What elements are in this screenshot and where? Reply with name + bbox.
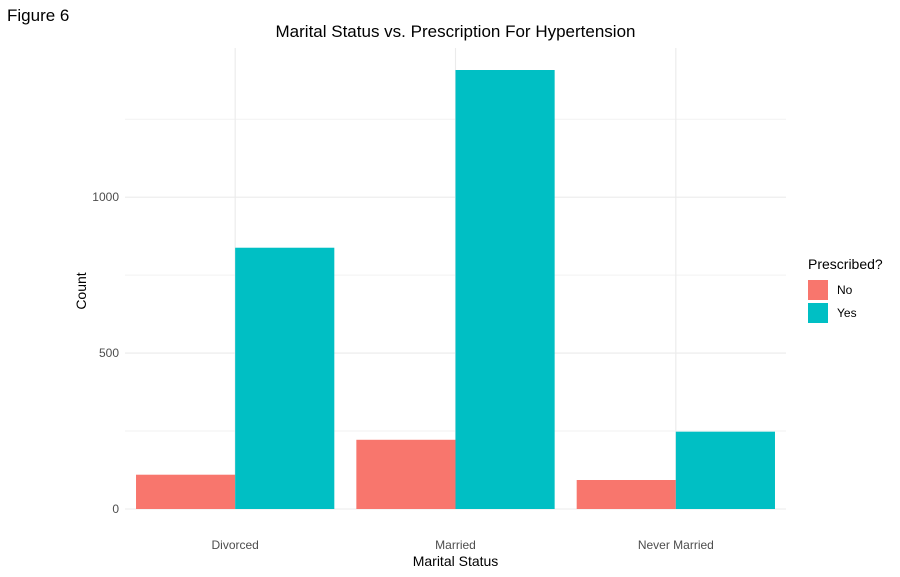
- bar-yes-married: [455, 70, 555, 509]
- bar-no-never-married: [576, 480, 676, 509]
- chart-title: Marital Status vs. Prescription For Hype…: [275, 22, 636, 41]
- legend-item-no: No: [808, 278, 883, 301]
- bar-yes-divorced: [235, 247, 335, 510]
- y-axis-label: Count: [73, 272, 89, 310]
- x-axis-label: Marital Status: [412, 553, 499, 569]
- x-tick-label: Divorced: [211, 538, 258, 552]
- x-tick-label: Married: [435, 538, 476, 552]
- legend-key-yes: [808, 302, 828, 323]
- legend-label-no: No: [837, 282, 853, 297]
- legend: Prescribed? No Yes: [808, 256, 883, 324]
- legend-item-yes: Yes: [808, 301, 883, 324]
- legend-key-no: [808, 279, 828, 300]
- y-tick-label: 1000: [92, 190, 119, 204]
- legend-label-yes: Yes: [837, 305, 857, 320]
- y-tick-label: 0: [112, 502, 119, 516]
- bar-no-divorced: [136, 474, 236, 509]
- legend-title: Prescribed?: [808, 256, 883, 272]
- bar-yes-never-married: [675, 431, 775, 509]
- figure-label: Figure 6: [7, 6, 70, 25]
- bar-no-married: [356, 439, 456, 509]
- x-tick-label: Never Married: [638, 538, 714, 552]
- y-tick-label: 500: [99, 346, 119, 360]
